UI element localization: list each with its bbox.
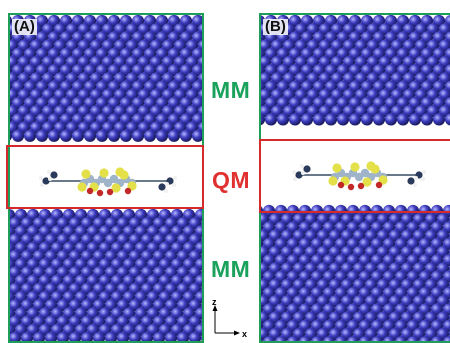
metal-slab — [261, 205, 450, 343]
metal-atom — [325, 113, 337, 125]
x-axis-arrow-icon — [234, 331, 240, 336]
metal-atom — [12, 130, 24, 142]
panel-a-qm-box — [6, 145, 204, 209]
metal-atom — [313, 113, 325, 125]
metal-slab — [10, 15, 204, 142]
metal-atom — [168, 130, 180, 142]
metal-atom — [192, 130, 204, 142]
metal-atom — [277, 113, 289, 125]
metal-atom — [120, 130, 132, 142]
mm-region-label-top: MM — [211, 77, 250, 104]
metal-atom — [349, 113, 361, 125]
metal-atom — [132, 130, 144, 142]
mm-region-label-bottom: MM — [211, 256, 250, 283]
metal-atom — [180, 130, 192, 142]
metal-atom — [96, 130, 108, 142]
metal-atom — [301, 113, 313, 125]
metal-atom — [84, 130, 96, 142]
metal-atom — [397, 113, 409, 125]
metal-atom — [72, 130, 84, 142]
metal-atom — [433, 113, 445, 125]
panel-a-label: (A) — [12, 19, 37, 35]
metal-atom — [108, 130, 120, 142]
metal-atom — [144, 130, 156, 142]
z-axis-label: z — [212, 297, 217, 307]
metal-slab — [10, 209, 204, 343]
panel-b-label: (B) — [263, 19, 288, 35]
axis-indicator: z x — [206, 297, 250, 338]
metal-atom — [373, 113, 385, 125]
metal-atom — [421, 113, 433, 125]
metal-atom — [409, 113, 421, 125]
metal-atom — [60, 130, 72, 142]
metal-atom — [36, 130, 48, 142]
metal-atom — [361, 113, 373, 125]
metal-atom — [289, 113, 301, 125]
metal-atom — [24, 130, 36, 142]
metal-atom — [156, 130, 168, 142]
qm-region-label: QM — [212, 167, 250, 194]
metal-slab — [261, 15, 450, 125]
panel-b-qm-box — [259, 139, 450, 213]
metal-atom — [337, 113, 349, 125]
metal-atom — [265, 113, 277, 125]
x-axis-label: x — [242, 329, 247, 338]
metal-atom — [48, 130, 60, 142]
metal-atom — [385, 113, 397, 125]
